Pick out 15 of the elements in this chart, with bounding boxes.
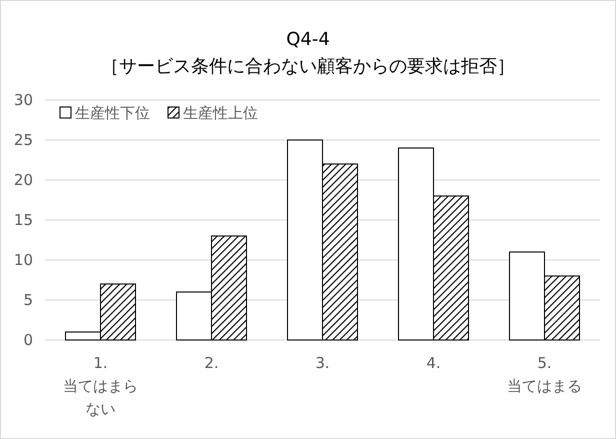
y-tick-label: 0 xyxy=(23,331,33,349)
x-tick-label: 5. 当てはまる xyxy=(507,354,582,395)
y-tick-label: 30 xyxy=(14,91,33,109)
legend-label: 生産性上位 xyxy=(183,104,258,122)
x-tick-label: 3. xyxy=(315,354,330,372)
y-tick-label: 25 xyxy=(14,131,33,149)
x-tick-label: 4. xyxy=(426,354,441,372)
y-tick-label: 15 xyxy=(14,211,33,229)
x-tick-label: 1. 当てはまらない xyxy=(63,354,138,418)
chart-title: Q4-4 ［サービス条件に合わない顧客からの要求は拒否］ xyxy=(101,29,515,77)
x-tick-label: 2. xyxy=(204,354,219,372)
y-tick-label: 10 xyxy=(14,251,33,269)
y-tick-label: 20 xyxy=(14,171,33,189)
legend-label: 生産性下位 xyxy=(75,104,150,122)
y-tick-label: 5 xyxy=(23,291,33,309)
